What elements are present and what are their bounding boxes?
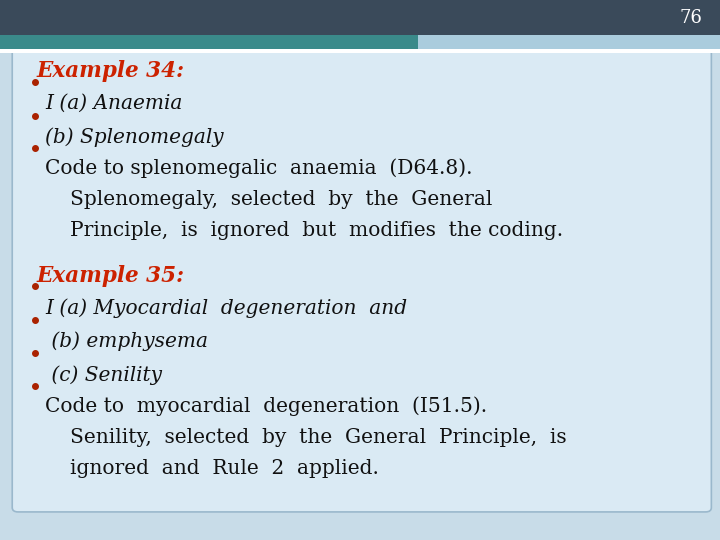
- FancyBboxPatch shape: [0, 0, 720, 35]
- Text: Senility,  selected  by  the  General  Principle,  is: Senility, selected by the General Princi…: [70, 428, 567, 447]
- Text: Example 35:: Example 35:: [36, 265, 184, 287]
- FancyBboxPatch shape: [418, 35, 720, 49]
- Text: Principle,  is  ignored  but  modifies  the coding.: Principle, is ignored but modifies the c…: [70, 221, 563, 240]
- Text: (b) emphysema: (b) emphysema: [45, 332, 208, 351]
- FancyBboxPatch shape: [0, 35, 418, 49]
- Text: I (a) Anaemia: I (a) Anaemia: [45, 94, 183, 113]
- Text: Code to splenomegalic  anaemia  (D64.8).: Code to splenomegalic anaemia (D64.8).: [45, 159, 473, 178]
- Text: Code to  myocardial  degeneration  (I51.5).: Code to myocardial degeneration (I51.5).: [45, 396, 487, 416]
- FancyBboxPatch shape: [12, 4, 711, 512]
- Text: 76: 76: [679, 9, 702, 26]
- FancyBboxPatch shape: [0, 49, 720, 53]
- Text: ignored  and  Rule  2  applied.: ignored and Rule 2 applied.: [70, 459, 379, 478]
- Text: (b) Splenomegaly: (b) Splenomegaly: [45, 127, 224, 147]
- Text: Example 34:: Example 34:: [36, 60, 184, 83]
- Text: (c) Senility: (c) Senility: [45, 365, 163, 384]
- Text: Splenomegaly,  selected  by  the  General: Splenomegaly, selected by the General: [70, 190, 492, 209]
- Text: I (a) Myocardial  degeneration  and: I (a) Myocardial degeneration and: [45, 298, 408, 318]
